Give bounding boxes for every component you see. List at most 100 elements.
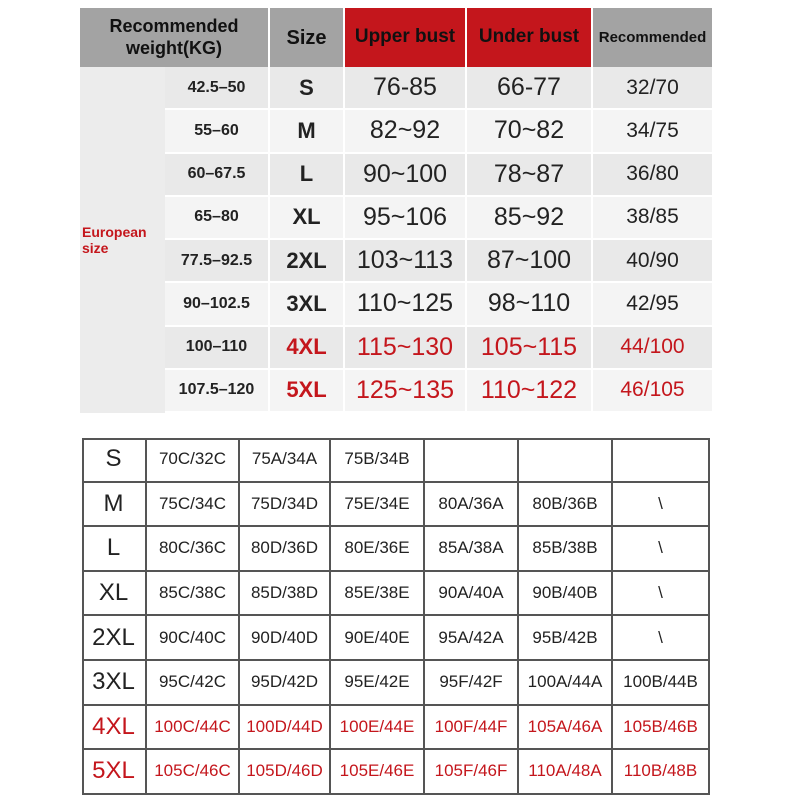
table-cell: S [82,438,147,483]
table-cell: 95D/42D [240,661,331,706]
table-cell: 42.5–50 [165,67,270,111]
table-cell: 115~130 [345,326,467,370]
table-cell: S [270,67,345,111]
table-cell: \ [613,616,710,661]
table-cell: 42/95 [593,283,714,327]
table-cell: 2XL [270,240,345,284]
table-cell: 95F/42F [425,661,519,706]
header-cell: Upper bust [345,8,467,67]
table-cell: 90D/40D [240,616,331,661]
table-cell: 85B/38B [519,527,613,572]
table-cell: 75C/34C [147,482,240,528]
table-cell: 80B/36B [519,482,613,528]
table-cell: 82~92 [345,110,467,154]
table-cell: 90C/40C [147,616,240,661]
table-cell: \ [613,527,710,572]
table-cell: 100B/44B [613,661,710,706]
table-cell: 103~113 [345,240,467,284]
table-cell: 44/100 [593,326,714,370]
table-cell: 105A/46A [519,705,613,751]
table-cell: 95B/42B [519,616,613,661]
table-cell: 75E/34E [331,482,425,528]
table-cell: 95E/42E [331,661,425,706]
table-cell: 76-85 [345,67,467,111]
table-cell: 4XL [82,705,147,751]
table-cell [519,438,613,483]
table-cell: 95C/42C [147,661,240,706]
table-cell: 5XL [82,750,147,795]
table-cell: \ [613,571,710,617]
table-cell: 80D/36D [240,527,331,572]
table-cell: 105D/46D [240,750,331,795]
table-cell: 100F/44F [425,705,519,751]
table-cell: L [270,153,345,197]
table-cell: 85E/38E [331,571,425,617]
table-cell: 95A/42A [425,616,519,661]
table-cell: M [82,482,147,528]
table-cell: 65–80 [165,196,270,240]
table-cell [425,438,519,483]
table-cell: 36/80 [593,153,714,197]
table-cell: 85C/38C [147,571,240,617]
table-cell: 38/85 [593,196,714,240]
table-cell: 55–60 [165,110,270,154]
table-cell: 90E/40E [331,616,425,661]
table-cell: 78~87 [467,153,593,197]
table-cell: 34/75 [593,110,714,154]
table-cell: 75D/34D [240,482,331,528]
table-cell: 125~135 [345,369,467,413]
table-cell: 75B/34B [331,438,425,483]
table-cell: 60–67.5 [165,153,270,197]
table-cell: 98~110 [467,283,593,327]
table-cell: 100D/44D [240,705,331,751]
table-cell: 90B/40B [519,571,613,617]
table-cell: 70C/32C [147,438,240,483]
table-cell: 107.5–120 [165,369,270,413]
table-cell [613,438,710,483]
table-cell: 40/90 [593,240,714,284]
table-cell: 4XL [270,326,345,370]
table-cell: M [270,110,345,154]
table-cell: 105C/46C [147,750,240,795]
table-cell: 77.5–92.5 [165,240,270,284]
table-cell: 110B/48B [613,750,710,795]
table-frame [82,438,710,795]
table-cell: 75A/34A [240,438,331,483]
table-cell: 85A/38A [425,527,519,572]
table-cell: 46/105 [593,369,714,413]
group-label-cell: European size [80,67,165,413]
table-cell: \ [613,482,710,528]
header-cell: Size [270,8,345,67]
table-cell: 70~82 [467,110,593,154]
table-cell: 80A/36A [425,482,519,528]
table-cell: 100–110 [165,326,270,370]
header-cell: Under bust [467,8,593,67]
table-cell: L [82,527,147,572]
table-cell: 32/70 [593,67,714,111]
table-cell: 5XL [270,369,345,413]
header-cell: Recommended [593,8,714,67]
table-cell: 105B/46B [613,705,710,751]
table-cell: 90A/40A [425,571,519,617]
table-cell: 85D/38D [240,571,331,617]
table-cell: 110~122 [467,369,593,413]
header-cell: Recommended weight(KG) [80,8,270,67]
table-cell: XL [270,196,345,240]
table-cell: 2XL [82,616,147,661]
table-cell: 105E/46E [331,750,425,795]
table-cell: 105~115 [467,326,593,370]
table-cell: 66-77 [467,67,593,111]
table-cell: 100E/44E [331,705,425,751]
table-cell: 80E/36E [331,527,425,572]
table-cell: 87~100 [467,240,593,284]
table-cell: 110~125 [345,283,467,327]
table-cell: XL [82,571,147,617]
table-cell: 3XL [82,661,147,706]
table-cell: 105F/46F [425,750,519,795]
table-cell: 110A/48A [519,750,613,795]
table-cell: 85~92 [467,196,593,240]
table-cell: 100A/44A [519,661,613,706]
table-cell: 3XL [270,283,345,327]
table-cell: 90~100 [345,153,467,197]
